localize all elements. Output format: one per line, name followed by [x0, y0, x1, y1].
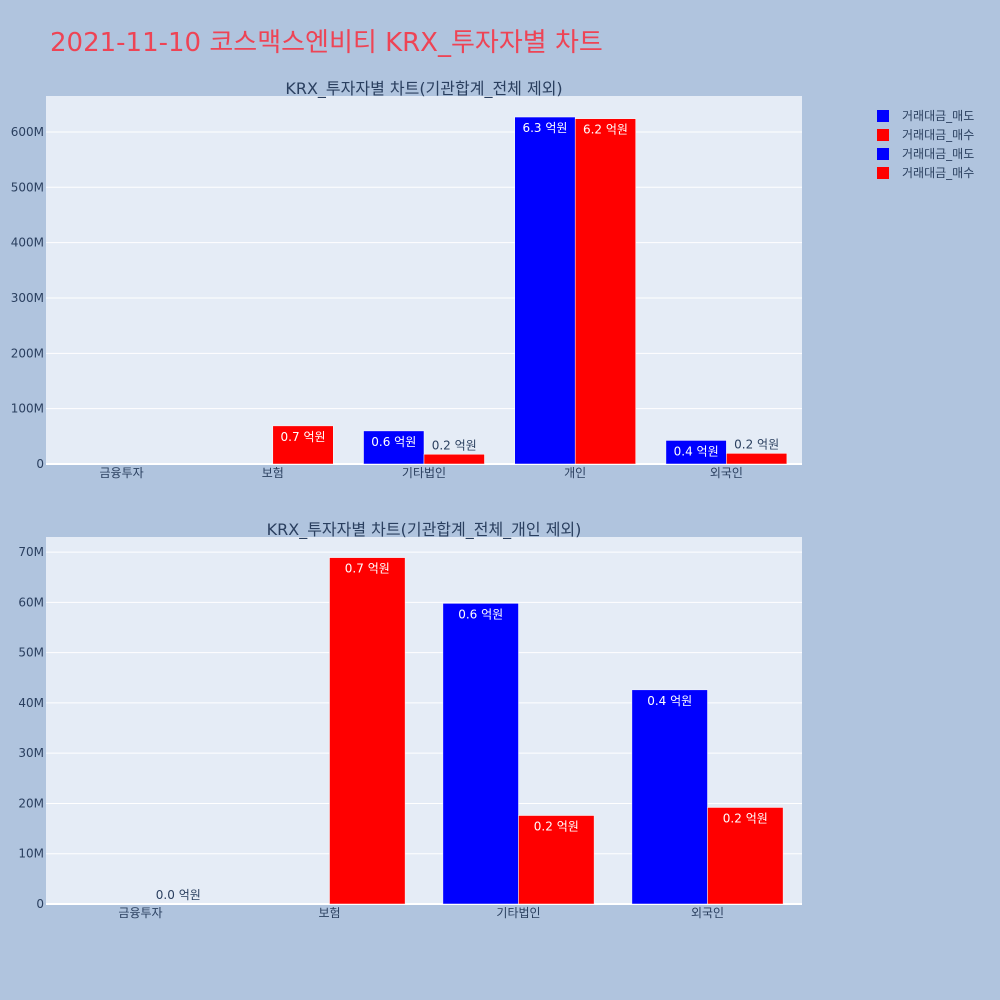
- bar-data-label: 0.7 억원: [345, 562, 390, 576]
- y-tick-label: 0: [36, 457, 44, 471]
- x-tick-label: 외국인: [691, 906, 724, 920]
- bar-data-label: 0.4 억원: [674, 444, 719, 458]
- y-tick-label: 70M: [18, 545, 44, 559]
- y-tick-label: 200M: [11, 346, 44, 360]
- bar[interactable]: [665, 440, 727, 465]
- bar-data-label: 0.0 억원: [156, 888, 201, 902]
- y-tick-label: 10M: [18, 847, 44, 861]
- x-tick-label: 금융투자: [118, 906, 162, 920]
- y-tick-label: 500M: [11, 180, 44, 194]
- chart-bottom: 0 10M 20M 30M 40M 50M 60M 70M KRX_투자자별 차트(기관합계_전…: [18, 520, 802, 920]
- y-tick-label: 60M: [18, 595, 44, 609]
- bar[interactable]: [423, 454, 485, 465]
- bar-data-label: 6.3 억원: [522, 121, 567, 135]
- bar[interactable]: [329, 557, 406, 905]
- y-tick-label: 600M: [11, 125, 44, 139]
- legend-swatch[interactable]: [877, 129, 889, 141]
- bar-data-label: 0.4 억원: [647, 694, 692, 708]
- bar-data-label: 0.6 억원: [458, 607, 503, 621]
- bar[interactable]: [631, 689, 708, 905]
- legend-swatch[interactable]: [877, 148, 889, 160]
- y-tick-label: 30M: [18, 746, 44, 760]
- bar-data-label: 0.2 억원: [723, 811, 768, 825]
- x-tick-label: 개인: [564, 466, 586, 480]
- legend-item-label[interactable]: 거래대금_매수: [902, 166, 974, 180]
- y-tick-label: 50M: [18, 646, 44, 660]
- bar-data-label: 0.2 억원: [734, 437, 779, 451]
- y-tick-label: 300M: [11, 291, 44, 305]
- bar[interactable]: [514, 116, 576, 465]
- bar[interactable]: [574, 118, 636, 465]
- bar-data-label: 0.2 억원: [432, 438, 477, 452]
- legend-swatch[interactable]: [877, 167, 889, 179]
- x-tick-label: 보험: [262, 466, 284, 480]
- plot-area: [46, 96, 802, 464]
- y-tick-label: 400M: [11, 236, 44, 250]
- x-tick-label: 금융투자: [100, 466, 144, 480]
- bar-data-label: 6.2 억원: [583, 123, 628, 137]
- y-tick-label: 0: [36, 897, 44, 911]
- bar-data-label: 0.7 억원: [281, 430, 326, 444]
- bar[interactable]: [518, 815, 595, 905]
- x-tick-label: 기타법인: [496, 906, 540, 920]
- y-tick-label: 20M: [18, 796, 44, 810]
- chart-top: 0 100M 200M 300M 400M 500M 600M KRX_투자자별 차트(기관합…: [11, 79, 802, 480]
- bar[interactable]: [363, 430, 425, 465]
- chart-title: KRX_투자자별 차트(기관합계_전체_개인 제외): [267, 520, 582, 540]
- y-tick-label: 40M: [18, 696, 44, 710]
- bar-data-label: 0.6 억원: [371, 435, 416, 449]
- bar[interactable]: [442, 603, 519, 905]
- legend-item-label[interactable]: 거래대금_매도: [902, 147, 974, 161]
- bar[interactable]: [726, 453, 788, 465]
- bar-data-label: 0.2 억원: [534, 820, 579, 834]
- legend-swatch[interactable]: [877, 110, 889, 122]
- x-tick-label: 보험: [318, 906, 340, 920]
- legend-item-label[interactable]: 거래대금_매수: [902, 128, 974, 142]
- bar[interactable]: [272, 425, 334, 465]
- x-tick-label: 기타법인: [402, 466, 446, 480]
- chart-title: KRX_투자자별 차트(기관합계_전체 제외): [285, 79, 562, 99]
- page-title: 2021-11-10 코스맥스엔비티 KRX_투자자별 차트: [50, 28, 603, 58]
- bar[interactable]: [707, 807, 784, 905]
- x-tick-label: 외국인: [710, 466, 743, 480]
- legend-item-label[interactable]: 거래대금_매도: [902, 109, 974, 123]
- y-tick-label: 100M: [11, 402, 44, 416]
